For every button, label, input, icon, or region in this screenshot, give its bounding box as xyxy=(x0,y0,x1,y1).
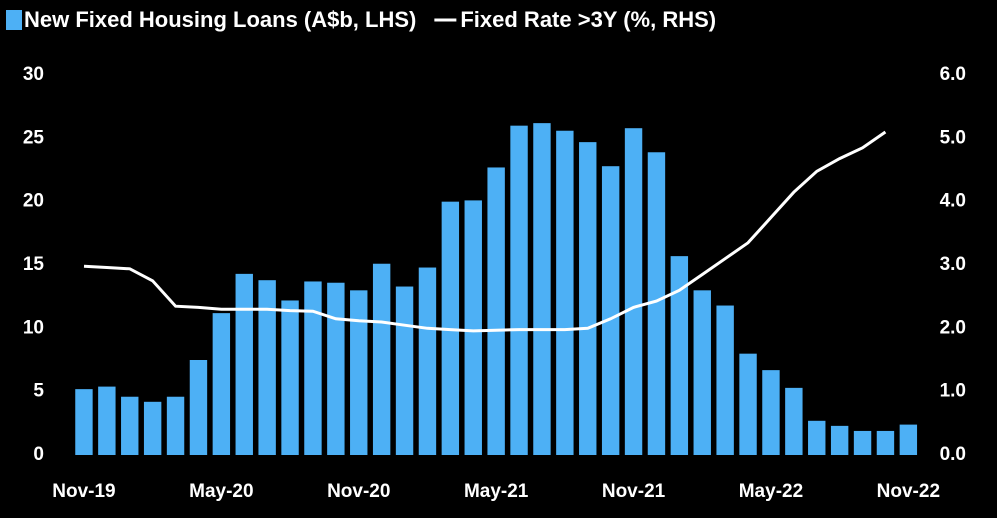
bar xyxy=(212,313,231,455)
legend-label: Fixed Rate >3Y (%, RHS) xyxy=(460,7,716,32)
bar xyxy=(143,401,162,455)
y2-tick-label: 2.0 xyxy=(940,317,966,338)
bar xyxy=(304,281,322,455)
bar xyxy=(739,353,757,455)
bar xyxy=(327,282,345,455)
bar xyxy=(647,152,666,455)
bar xyxy=(281,300,299,455)
y-tick-label: 30 xyxy=(23,64,44,85)
y-tick-label: 0 xyxy=(33,444,44,465)
bar xyxy=(166,396,185,455)
y2-tick-label: 6.0 xyxy=(940,64,966,85)
bar xyxy=(830,425,849,455)
bar xyxy=(350,290,368,455)
bar xyxy=(693,290,711,455)
x-tick-label: May-21 xyxy=(464,481,529,502)
bar xyxy=(418,267,437,455)
bar xyxy=(533,123,551,455)
bar xyxy=(395,286,414,455)
bar xyxy=(258,280,276,455)
x-tick-label: May-22 xyxy=(739,481,803,502)
bar xyxy=(785,387,803,455)
x-tick-label: Nov-21 xyxy=(602,481,666,502)
x-tick-label: Nov-19 xyxy=(52,481,115,502)
bar xyxy=(853,430,872,455)
y2-tick-label: 1.0 xyxy=(940,381,966,402)
bar xyxy=(510,125,528,456)
bar xyxy=(601,166,620,455)
bar xyxy=(899,424,918,455)
bar xyxy=(189,360,208,455)
bar xyxy=(624,128,643,455)
bar xyxy=(98,386,116,455)
bar xyxy=(372,263,391,455)
y-tick-label: 15 xyxy=(23,254,45,275)
x-tick-label: May-20 xyxy=(189,481,253,502)
bar xyxy=(75,389,93,455)
x-tick-label: Nov-20 xyxy=(327,481,390,502)
bar xyxy=(121,396,139,455)
y2-tick-label: 0.0 xyxy=(940,444,966,465)
bar xyxy=(579,142,597,455)
y2-tick-label: 3.0 xyxy=(940,254,966,275)
bar xyxy=(556,130,574,455)
bar xyxy=(464,200,482,455)
y2-tick-label: 5.0 xyxy=(940,127,966,148)
bar xyxy=(876,430,895,455)
bar xyxy=(235,273,253,455)
legend-label: New Fixed Housing Loans (A$b, LHS) xyxy=(24,7,416,32)
x-tick-label: Nov-22 xyxy=(877,481,940,502)
y2-tick-label: 4.0 xyxy=(940,191,966,212)
line xyxy=(83,130,887,333)
y-tick-label: 10 xyxy=(23,317,44,338)
y-tick-label: 5 xyxy=(33,381,44,402)
bar xyxy=(670,256,689,455)
bar xyxy=(762,370,780,455)
bar xyxy=(487,167,505,455)
bar xyxy=(716,305,734,455)
bar xyxy=(808,420,826,455)
y-tick-label: 25 xyxy=(23,127,45,148)
legend-swatch xyxy=(6,10,22,30)
y-tick-label: 20 xyxy=(23,191,44,212)
